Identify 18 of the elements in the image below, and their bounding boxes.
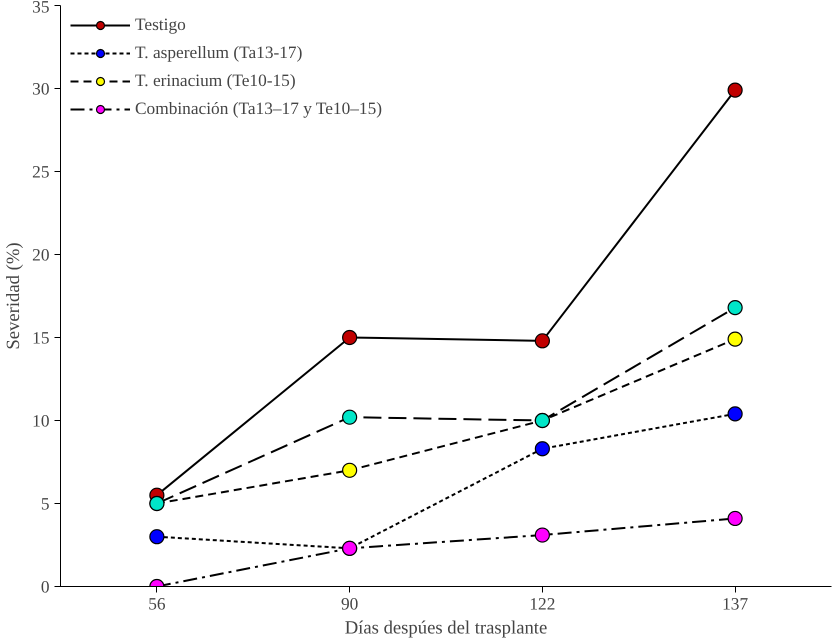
y-tick-label: 10 xyxy=(32,412,50,430)
y-tick-label: 0 xyxy=(40,578,50,596)
y-tick-label: 5 xyxy=(40,494,50,514)
y-axis-title: Severidad (%) xyxy=(3,242,24,350)
x-tick-label: 90 xyxy=(340,594,358,614)
legend-label: T. erinacium (Te10-15) xyxy=(135,71,296,91)
legend-label: Testigo xyxy=(135,15,186,35)
y-tick-label: 20 xyxy=(32,246,50,264)
y-tick-label: 35 xyxy=(32,0,50,16)
y-tick-label: 25 xyxy=(32,162,50,182)
x-tick-label: 137 xyxy=(722,594,748,614)
y-tick-label: 30 xyxy=(32,80,50,98)
x-axis-title: Días despúes del trasplante xyxy=(344,618,548,638)
y-tick-label: 15 xyxy=(32,328,50,348)
x-tick-label: 122 xyxy=(529,594,556,614)
legend-label: T. asperellum (Ta13-17) xyxy=(135,43,302,63)
x-tick-label: 56 xyxy=(148,594,166,614)
legend-label: Combinación (Ta13–17 y Te10–15) xyxy=(135,99,382,119)
